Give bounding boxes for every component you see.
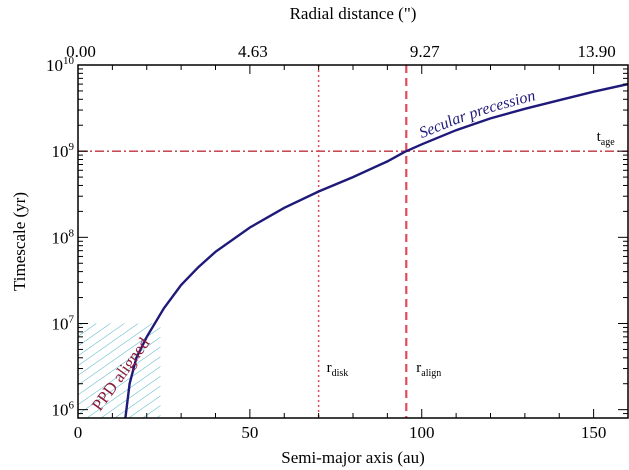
x-tick-label: 100 <box>409 423 435 442</box>
y-tick-label: 106 <box>52 400 75 420</box>
x-tick-label: 50 <box>241 423 258 442</box>
r-disk-main: r <box>327 360 332 376</box>
r-align-sub: align <box>421 368 441 379</box>
x-tick-label: 150 <box>581 423 607 442</box>
x-tick-labels: 0 50 100 150 <box>74 423 607 442</box>
y-tick-label: 1010 <box>46 55 75 75</box>
series-label-text: Secular precession <box>417 87 537 142</box>
r-align-main: r <box>416 360 421 376</box>
top-tick-label: 4.63 <box>238 42 268 61</box>
y-tick-label: 109 <box>52 141 75 161</box>
top-tick-labels: 0.00 4.63 9.27 13.90 <box>66 42 616 61</box>
r-align-label: ralign <box>416 360 441 379</box>
t-age-sub: age <box>601 137 615 148</box>
top-axis-title: Radial distance (") <box>290 4 417 23</box>
plot-frame <box>77 64 629 419</box>
y-tick-label: 108 <box>52 227 75 247</box>
top-tick-label: 0.00 <box>66 42 96 61</box>
y-tick-labels: 106 107 108 109 1010 <box>46 55 75 420</box>
secular-precession-curve <box>124 82 628 418</box>
x-axis-title: Semi-major axis (au) <box>281 448 425 467</box>
r-disk-label: rdisk <box>327 360 349 379</box>
y-tick-label: 107 <box>52 313 75 333</box>
top-tick-label: 9.27 <box>410 42 440 61</box>
t-age-main: t <box>597 129 602 145</box>
series-label: Secular precession <box>417 87 537 142</box>
t-age-label: tage <box>597 129 616 148</box>
top-tick-label: 13.90 <box>578 42 616 61</box>
x-tick-label: 0 <box>74 423 83 442</box>
r-disk-sub: disk <box>332 368 349 379</box>
y-axis-title: Timescale (yr) <box>10 192 29 291</box>
